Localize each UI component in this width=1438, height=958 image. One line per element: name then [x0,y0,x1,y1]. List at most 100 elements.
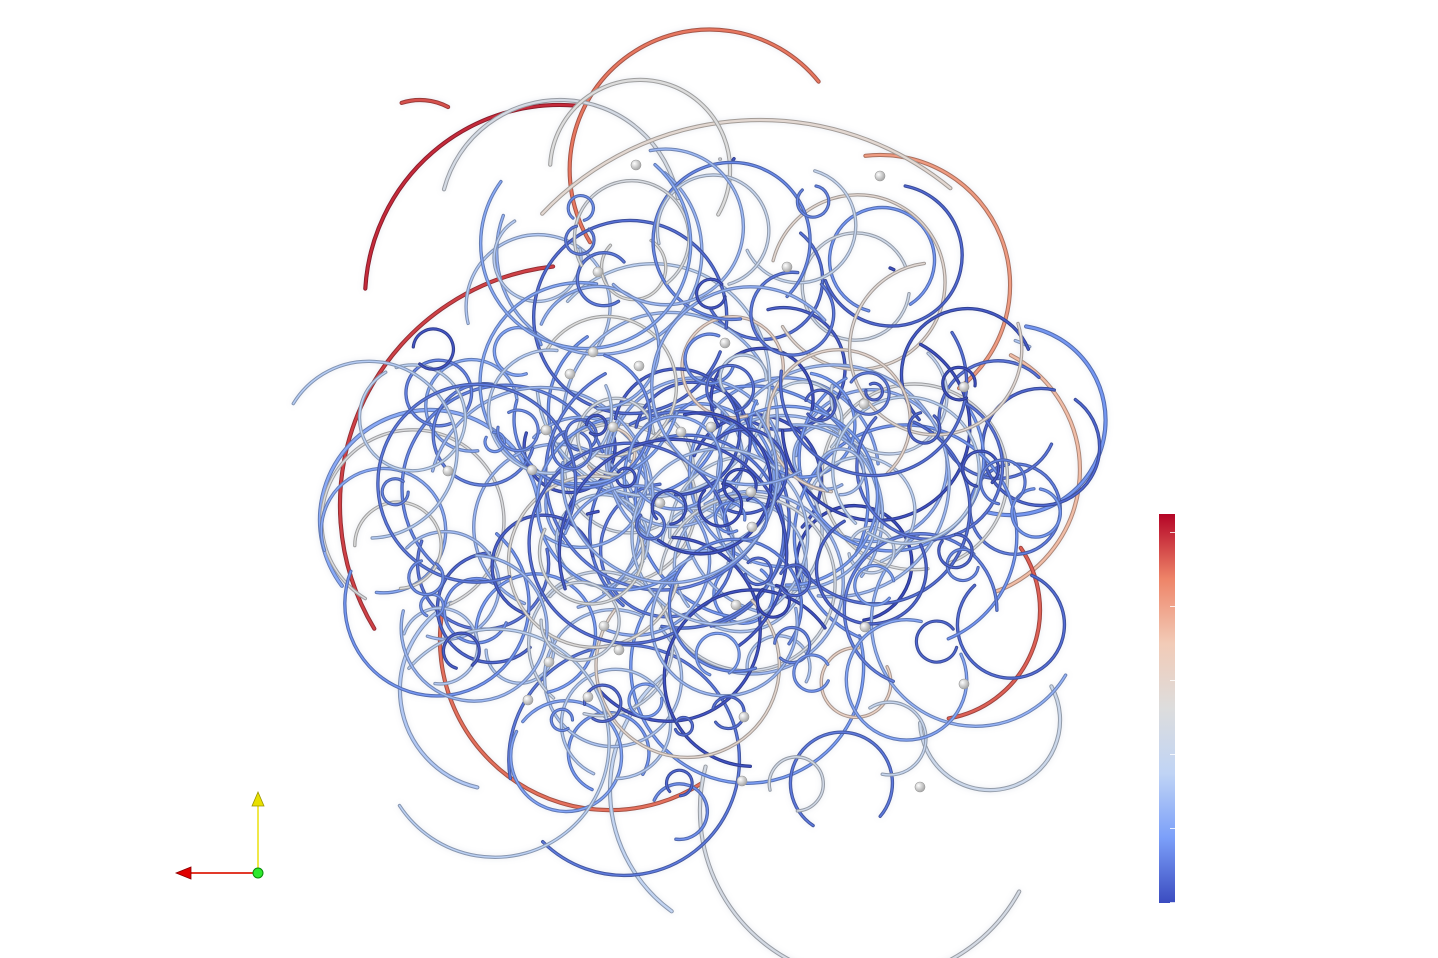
streamline-tube-highlight [561,411,778,584]
streamline-tube-highlight [789,731,894,827]
streamline-tube-highlight [856,401,1004,541]
streamline-tube-highlight [565,225,595,255]
streamline-tube-highlight [695,632,740,676]
streamline-tube-highlight [485,635,555,684]
streamline-tube-highlight [651,286,826,486]
streamline-tube-highlight [969,463,1061,555]
streamline-tube-highlight [659,494,836,672]
streamline-tube-highlight [538,522,644,605]
seed-sphere [874,170,886,182]
seed-sphere [526,464,538,476]
streamline-tube-highlight [744,557,772,586]
streamline-tube-highlight [636,510,665,540]
streamline-tube-highlight [870,533,1067,727]
streamline-tube-highlight [710,347,814,427]
streamline-tube-highlight [536,418,676,591]
streamline-tube-highlight [719,354,767,392]
streamline-tube-highlight [801,232,910,341]
streamline-tube-highlight [713,424,880,590]
streamline-tube-highlight [805,389,836,421]
seed-sphere [564,368,576,380]
streamline-tube-highlight [796,185,830,218]
seed-sphere [736,775,748,787]
streamline-tube-highlight [674,716,694,736]
streamline-tube-highlight [358,364,466,472]
streamline-tube-highlight [908,412,941,444]
streamline-tube-highlight [723,496,768,540]
streamline-tube-highlight [919,685,1062,792]
streamline-tube-highlight [869,701,927,776]
streamline-tube-highlight [497,409,539,452]
scalar-colorbar[interactable] [1159,514,1175,903]
streamline-tube-highlight [746,170,857,284]
seed-sphere [781,261,793,273]
streamline-tube-highlight [558,438,788,647]
streamline-tube-highlight [854,565,895,606]
streamline-tube-highlight [774,627,811,664]
seed-sphere [522,694,534,706]
streamline-tube-highlight [656,174,770,285]
streamline-tube-highlight [698,483,743,527]
streamline-tube-highlight [657,412,772,555]
streamline-tube-highlight [589,434,785,627]
streamline-tube-highlight [487,349,613,475]
colorbar-tick [1170,532,1175,533]
seed-sphere [719,337,731,349]
colorbar-tick [1170,828,1175,829]
seed-sphere [654,497,666,509]
seed-sphere [738,711,750,723]
streamline-tube-highlight [651,490,687,525]
streamline-tube-highlight [987,325,1107,517]
streamline-tube-highlight [845,619,968,741]
streamline-tube-highlight [583,684,622,722]
streamline-tube-highlight [828,206,936,312]
streamline-tube-highlight [727,306,846,431]
streamline-tube-highlight [706,364,755,413]
streamline-tube-highlight [540,581,620,661]
streamline-tubes [291,27,1108,958]
seed-sphere [858,398,870,410]
streamline-tube-highlight [942,366,976,401]
streamline-tube-highlight [381,478,409,506]
streamline-tube-highlight [612,148,745,306]
streamline-tube-highlight [685,490,844,675]
streamline-tube-highlight [436,552,531,664]
seed-sphere [540,424,552,436]
seed-sphere [859,621,871,633]
streamline-tube-highlight [962,450,1000,487]
streamline-tube-highlight [915,620,958,663]
streamline-tube-highlight [507,475,678,648]
streamline-tube-highlight [565,419,598,451]
streamline-tube-highlight [631,448,809,625]
streamline-tube-highlight [663,589,826,767]
streamline-tube-highlight [628,683,663,718]
streamline-tube-highlight [824,185,963,327]
streamline-tube-highlight [543,608,683,748]
streamline-tube-highlight [567,195,594,221]
streamline-tube-highlight [768,756,824,812]
streamline-tube-highlight [684,333,734,385]
seed-sphere [613,644,625,656]
streamline-tube-highlight [772,194,946,371]
colorbar-tick [1170,680,1175,681]
seed-sphere [607,421,619,433]
orientation-axes [174,790,265,880]
seed-points [442,159,970,793]
seed-sphere [442,465,454,477]
streamline-tube-highlight [344,533,530,697]
streamline-tube-highlight [577,397,655,475]
streamline-tube-highlight [400,98,450,109]
seed-sphere [598,620,610,632]
seed-sphere [914,781,926,793]
streamline-tube-highlight [533,416,647,549]
streamline-tube-highlight [668,538,803,673]
seed-sphere [730,599,742,611]
streamline-tube-highlight [1011,488,1061,538]
streamline-tube-highlight [564,485,711,636]
streamline-tube-highlight [817,448,865,496]
streamline-tube-highlight [793,654,829,692]
streamline-tube-highlight [980,459,1026,505]
streamline-tube-highlight [406,530,500,640]
streamline-tube-highlight [616,467,636,488]
